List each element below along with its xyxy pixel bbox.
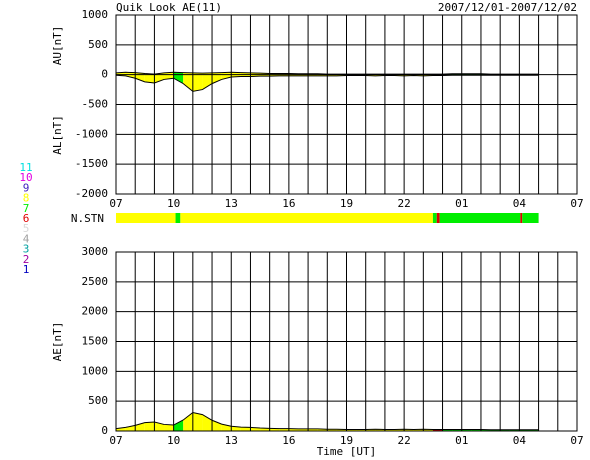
x-tick-label: 01 [455,197,468,210]
area-fill [192,412,203,431]
station-label: 4 [23,232,30,245]
area-fill [212,420,222,431]
y-tick-label: 2000 [82,305,109,318]
nstn-segment [522,213,539,223]
area-fill [240,427,251,431]
area-fill [164,424,174,431]
station-label: 9 [23,181,30,194]
x-tick-label: 01 [455,434,468,447]
station-label: 8 [23,192,30,205]
area-fill [173,419,184,431]
x-tick-label: 13 [225,434,238,447]
y-axis-label: AE[nT] [51,322,64,362]
station-label: 7 [23,202,30,215]
area-fill [154,74,165,84]
area-fill [260,428,270,431]
x-tick-label: 22 [398,434,411,447]
x-tick-label: 22 [398,197,411,210]
area-fill [144,422,155,431]
y-tick-label: 3000 [82,245,109,258]
area-fill [135,74,145,82]
x-tick-label: 19 [340,197,353,210]
area-fill [221,74,232,80]
area-fill [183,74,193,92]
area-fill [279,428,289,431]
x-tick-label: 19 [340,434,353,447]
y-tick-label: -500 [82,98,109,111]
y-tick-label: 500 [88,394,108,407]
area-fill [116,427,126,431]
area-fill [212,74,222,84]
y-tick-label: 1000 [82,364,109,377]
y-tick-label: 0 [101,424,108,437]
nstn-label: N.STN [71,212,104,225]
x-tick-label: 13 [225,197,238,210]
y-tick-label: -1000 [75,127,108,140]
y-tick-label: 1500 [82,335,109,348]
nstn-segment [520,213,523,223]
nstn-segment [432,213,437,223]
x-tick-label: 10 [167,197,180,210]
nstn-segment [436,213,440,223]
x-tick-label: 04 [513,197,527,210]
y-tick-label: -1500 [75,157,108,170]
x-tick-label: 16 [282,434,295,447]
x-tick-label: 07 [570,434,583,447]
area-fill [125,425,136,431]
station-label: 10 [19,171,32,184]
y-tick-label: 0 [101,68,108,81]
data-line [115,74,539,92]
x-tick-label: 07 [109,434,122,447]
station-label: 1 [23,263,30,276]
y-tick-label: 2500 [82,275,109,288]
title: Quik Look AE(11) [116,1,222,14]
nstn-segment [175,213,181,223]
area-fill [183,412,193,431]
period: 2007/12/01-2007/12/02 [438,1,577,14]
y-tick-label: -2000 [75,187,108,200]
area-fill [308,428,318,431]
area-fill [231,426,241,431]
station-label: 11 [19,161,32,174]
station-label: 6 [23,212,30,225]
area-fill [192,74,203,92]
area-fill [202,74,213,90]
y-axis-label: AL[nT] [51,115,64,155]
x-tick-label: 16 [282,197,295,210]
area-fill [144,74,155,84]
area-fill [298,428,309,431]
nstn-segment [180,213,433,223]
area-fill [173,74,184,84]
station-label: 2 [23,253,30,266]
nstn-segment [439,213,521,223]
y-tick-label: 500 [88,38,108,51]
x-tick-label: 10 [167,434,180,447]
x-tick-label: 04 [513,434,527,447]
station-label: 3 [23,243,30,256]
x-tick-label: 07 [570,197,583,210]
y-tick-label: 1000 [82,8,109,21]
data-line [115,71,539,75]
x-tick-label: 07 [109,197,122,210]
y-axis-label: AU[nT] [51,26,64,66]
area-fill [202,414,213,431]
nstn-segment [116,213,176,223]
station-label: 5 [23,222,30,235]
x-axis-label: Time [UT] [317,445,377,458]
data-line [115,411,539,431]
